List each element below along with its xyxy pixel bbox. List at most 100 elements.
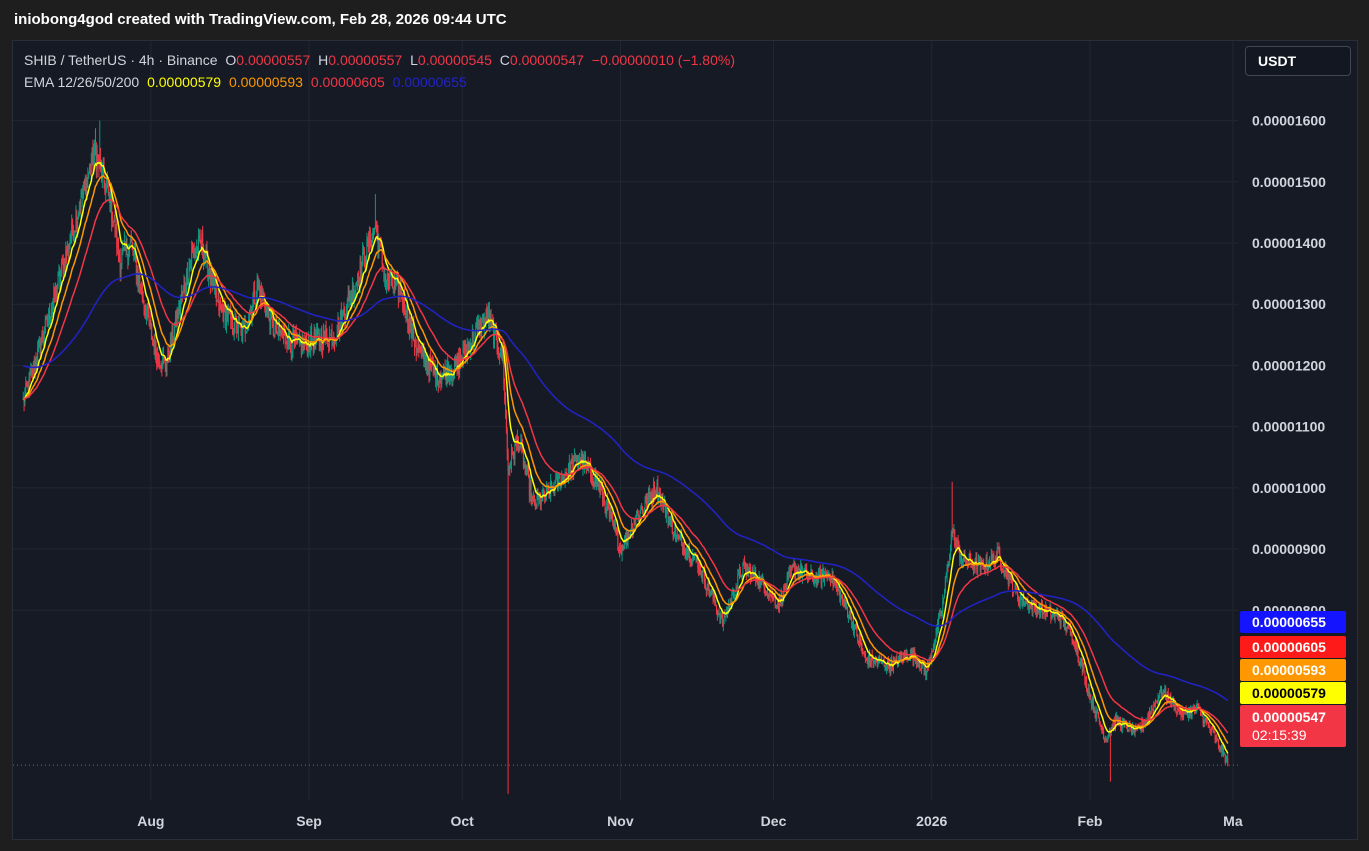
candle-body bbox=[795, 568, 797, 576]
candle-body bbox=[46, 316, 48, 325]
candle-body bbox=[897, 662, 899, 667]
candle-body bbox=[1019, 598, 1021, 606]
candle-body bbox=[157, 352, 159, 366]
candle-body bbox=[830, 581, 832, 583]
candle-body bbox=[1177, 707, 1179, 713]
candle-body bbox=[217, 295, 219, 301]
candle-body bbox=[924, 667, 926, 672]
candle-body bbox=[378, 241, 380, 251]
candle-body bbox=[409, 316, 411, 331]
candle-body bbox=[137, 270, 139, 284]
candle-body bbox=[596, 478, 598, 486]
currency-button[interactable]: USDT bbox=[1245, 46, 1351, 76]
candle-body bbox=[66, 244, 68, 255]
candle-body bbox=[434, 368, 436, 374]
candle-body bbox=[36, 362, 38, 366]
candle-body bbox=[957, 540, 959, 543]
candle-body bbox=[414, 345, 416, 348]
candle-body bbox=[1175, 702, 1177, 713]
candle-body bbox=[569, 461, 571, 477]
candle-body bbox=[1155, 700, 1157, 702]
candle-body bbox=[261, 287, 263, 300]
candle-body bbox=[617, 532, 619, 550]
candle-body bbox=[469, 342, 471, 354]
candle-body bbox=[76, 214, 78, 229]
candle-body bbox=[466, 344, 468, 356]
candle-body bbox=[1073, 644, 1075, 646]
candle-body bbox=[513, 457, 515, 460]
candle-body bbox=[351, 285, 353, 301]
candle-body bbox=[892, 667, 894, 671]
candle-body bbox=[514, 445, 516, 460]
candle-body bbox=[87, 177, 89, 179]
candle-body bbox=[934, 639, 936, 645]
candle-body bbox=[949, 544, 951, 557]
candle-body bbox=[116, 226, 118, 248]
candle-body bbox=[699, 563, 701, 575]
candle-body bbox=[38, 342, 40, 348]
candle-body bbox=[467, 344, 469, 346]
candle-body bbox=[884, 666, 886, 668]
candle-body bbox=[295, 333, 297, 339]
candle-body bbox=[1156, 701, 1158, 704]
candle-body bbox=[958, 542, 960, 551]
candle-body bbox=[773, 595, 775, 601]
candle-body bbox=[528, 471, 530, 476]
candle-body bbox=[585, 461, 587, 467]
candle-body bbox=[593, 485, 595, 487]
candle-body bbox=[1150, 709, 1152, 714]
candle-body bbox=[765, 594, 767, 596]
ema-row: EMA 12/26/50/200 0.00000579 0.00000593 0… bbox=[24, 73, 739, 95]
candle-body bbox=[543, 488, 545, 495]
candle-body bbox=[848, 616, 850, 618]
candle-body bbox=[242, 327, 244, 341]
candle-body bbox=[601, 484, 603, 489]
candle-body bbox=[155, 340, 157, 357]
candle-body bbox=[1089, 694, 1091, 699]
candle-body bbox=[1171, 703, 1173, 705]
candle-body bbox=[441, 377, 443, 384]
candle-body bbox=[177, 312, 179, 319]
candle-body bbox=[851, 619, 853, 628]
candle-body bbox=[673, 533, 675, 537]
candle-body bbox=[170, 338, 172, 347]
candle-body bbox=[1220, 745, 1222, 751]
candle-body bbox=[49, 308, 51, 322]
candle-body bbox=[590, 476, 592, 480]
candle-body bbox=[430, 357, 432, 369]
candle-body bbox=[767, 594, 769, 596]
candle-body bbox=[1046, 609, 1048, 617]
candle-body bbox=[946, 565, 948, 577]
candle-body bbox=[965, 560, 967, 565]
candle-body bbox=[283, 331, 285, 336]
candle-body bbox=[41, 334, 43, 343]
candle-body bbox=[592, 484, 594, 486]
ema-label[interactable]: EMA 12/26/50/200 bbox=[24, 74, 140, 90]
candle-body bbox=[908, 660, 910, 662]
candle-body bbox=[723, 610, 725, 620]
candle-body bbox=[524, 461, 526, 470]
candle-body bbox=[394, 278, 396, 286]
candle-body bbox=[918, 663, 920, 667]
candle-body bbox=[1141, 720, 1143, 729]
candle-body bbox=[1196, 704, 1198, 708]
candle-body bbox=[163, 357, 165, 359]
candle-body bbox=[472, 329, 474, 343]
candle-body bbox=[706, 588, 708, 592]
candle-body bbox=[395, 277, 397, 286]
candle-body bbox=[269, 318, 271, 330]
high-label: H bbox=[318, 52, 329, 68]
candle-body bbox=[289, 340, 291, 345]
candle-body bbox=[768, 592, 770, 598]
symbol-label[interactable]: SHIB / TetherUS · 4h · Binance bbox=[24, 52, 218, 68]
candle-body bbox=[1075, 640, 1077, 652]
candle-body bbox=[886, 666, 888, 670]
candle-body bbox=[1131, 727, 1133, 735]
candle-body bbox=[146, 305, 148, 312]
candle-body bbox=[971, 565, 973, 567]
candle-body bbox=[425, 354, 427, 370]
candle-body bbox=[1151, 709, 1153, 711]
candle-body bbox=[478, 319, 480, 335]
candle-body bbox=[449, 372, 451, 381]
